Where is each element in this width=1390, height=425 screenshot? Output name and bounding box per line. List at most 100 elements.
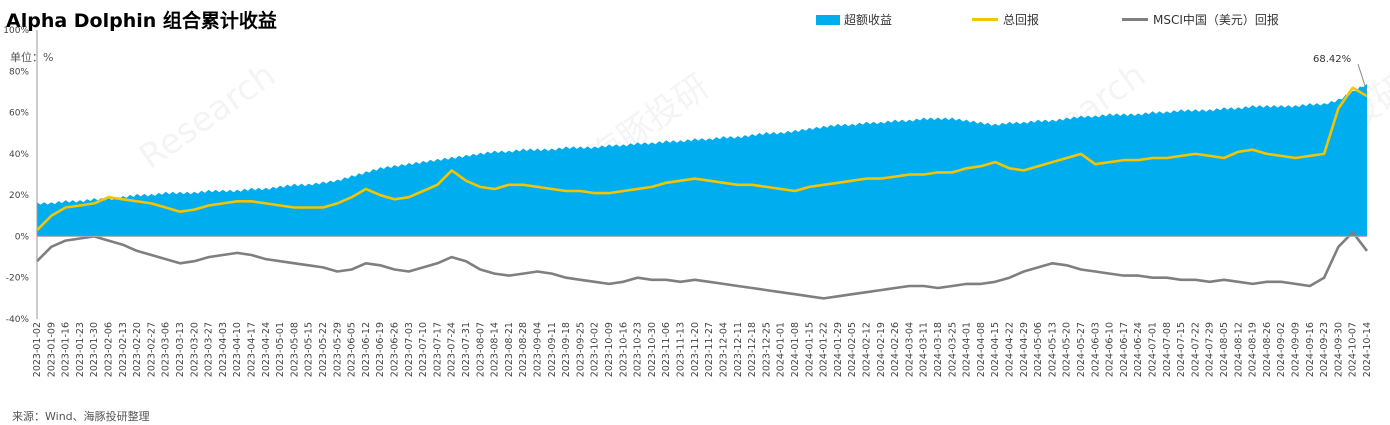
legend-swatch-excess-return [816, 14, 840, 25]
x-tick-label: 2023-03-20 [189, 322, 200, 377]
x-tick-label: 2024-01-01 [776, 322, 787, 377]
x-tick-label: 2024-03-25 [947, 322, 958, 377]
x-tick-label: 2023-04-24 [261, 322, 272, 377]
x-tick-label: 2023-10-09 [604, 322, 615, 377]
x-tick-label: 2024-03-18 [933, 322, 944, 377]
x-tick-label: 2023-07-03 [404, 322, 415, 377]
x-tick-label: 2023-01-23 [75, 322, 86, 377]
x-tick-label: 2023-05-29 [332, 322, 343, 377]
y-tick-label: 0% [15, 232, 30, 242]
x-tick-label: 2023-02-13 [118, 322, 129, 377]
x-tick-label: 2024-02-19 [876, 322, 887, 377]
x-tick-label: 2023-09-25 [575, 322, 586, 377]
series-line-total-return [36, 86, 1368, 232]
y-tick-label: -40% [6, 315, 30, 325]
x-tick-label: 2024-03-04 [904, 322, 915, 377]
x-tick-label: 2023-10-30 [647, 322, 658, 377]
legend-item-excess-return: 超额收益 [816, 11, 892, 28]
y-tick-label: 80% [9, 67, 29, 77]
x-tick-label: 2023-02-27 [146, 322, 157, 377]
x-tick-label: 2024-01-08 [790, 322, 801, 377]
x-tick-label: 2023-06-12 [361, 322, 372, 377]
y-tick-label: 40% [9, 150, 29, 160]
x-tick-label: 2024-08-19 [1248, 322, 1259, 377]
x-tick-label: 2023-06-19 [375, 322, 386, 377]
x-tick-label: 2023-08-07 [475, 322, 486, 377]
legend-label-total-return: 总回报 [1003, 13, 1040, 27]
x-tick-label: 2023-01-16 [61, 322, 72, 377]
x-tick-label: 2024-04-15 [990, 322, 1001, 377]
x-tick-label: 2024-07-15 [1176, 322, 1187, 377]
x-tick-label: 2024-05-13 [1047, 322, 1058, 377]
x-tick-label: 2023-05-08 [289, 322, 300, 377]
x-tick-label: 2023-06-26 [390, 322, 401, 377]
x-tick-label: 2024-05-20 [1062, 322, 1073, 377]
x-tick-label: 2023-01-09 [46, 322, 57, 377]
x-tick-label: 2023-04-17 [247, 322, 258, 377]
x-tick-label: 2023-02-20 [132, 322, 143, 377]
x-tick-label: 2024-03-11 [919, 322, 930, 377]
x-tick-label: 2024-02-12 [861, 322, 872, 377]
x-tick-label: 2024-09-16 [1305, 322, 1316, 377]
x-tick-label: 2024-10-07 [1348, 322, 1359, 377]
x-tick-label: 2023-01-02 [32, 322, 43, 377]
series-area-excess-return [37, 83, 1367, 237]
x-tick-label: 2023-05-15 [304, 322, 315, 377]
y-tick-label: 20% [9, 191, 29, 201]
x-tick-label: 2023-12-18 [747, 322, 758, 377]
plot-area: 68.42% [36, 54, 1369, 300]
x-tick-label: 2024-05-06 [1033, 322, 1044, 377]
x-tick-label: 2024-02-26 [890, 322, 901, 377]
x-tick-label: 2024-08-12 [1233, 322, 1244, 377]
legend-label-msci-return: MSCI中国（美元）回报 [1153, 13, 1279, 27]
x-tick-label: 2023-07-17 [432, 322, 443, 377]
x-tick-label: 2024-08-05 [1219, 322, 1230, 377]
x-tick-label: 2023-11-20 [690, 322, 701, 377]
x-tick-label: 2024-06-10 [1105, 322, 1116, 377]
x-tick-label: 2023-12-11 [733, 322, 744, 377]
x-tick-label: 2024-06-03 [1090, 322, 1101, 377]
x-tick-label: 2024-08-26 [1262, 322, 1273, 377]
y-tick-label: 60% [9, 109, 29, 119]
x-tick-label: 2023-03-13 [175, 322, 186, 377]
x-tick-label: 2023-11-27 [704, 322, 715, 377]
x-tick-label: 2024-10-14 [1362, 322, 1373, 377]
x-tick-label: 2023-12-04 [718, 322, 729, 377]
x-tick-label: 2023-03-06 [161, 322, 172, 377]
x-tick-label: 2024-09-02 [1276, 322, 1287, 377]
x-tick-label: 2024-06-17 [1119, 322, 1130, 377]
x-tick-label: 2023-10-23 [633, 322, 644, 377]
x-tick-label: 2024-04-22 [1004, 322, 1015, 377]
series-line-msci-return [36, 231, 1369, 300]
x-tick-label: 2024-04-29 [1019, 322, 1030, 377]
x-tick-label: 2024-04-08 [976, 322, 987, 377]
x-tick-label: 2023-10-02 [590, 322, 601, 377]
x-axis: 2023-01-02 2023-01-09 2023-01-16 2023-01-23… [32, 235, 1373, 377]
x-tick-label: 2023-09-18 [561, 322, 572, 377]
x-tick-label: 2024-09-09 [1290, 322, 1301, 377]
x-tick-label: 2023-09-11 [547, 322, 558, 377]
x-tick-label: 2023-04-03 [218, 322, 229, 377]
x-tick-label: 2023-10-16 [618, 322, 629, 377]
x-tick-label: 2023-05-01 [275, 322, 286, 377]
x-tick-label: 2023-08-14 [490, 322, 501, 377]
x-tick-label: 2024-05-27 [1076, 322, 1087, 377]
x-tick-label: 2023-07-10 [418, 322, 429, 377]
x-tick-label: 2024-07-08 [1162, 322, 1173, 377]
legend-item-total-return: 总回报 [972, 11, 1039, 28]
x-tick-label: 2024-09-23 [1319, 322, 1330, 377]
chart-title: Alpha Dolphin 组合累计收益 [6, 10, 277, 32]
x-tick-label: 2024-02-05 [847, 322, 858, 377]
x-tick-label: 2023-07-24 [447, 322, 458, 377]
x-tick-label: 2024-09-30 [1333, 322, 1344, 377]
legend-swatch-msci-return [1122, 18, 1148, 21]
x-tick-label: 2023-02-06 [104, 322, 115, 377]
x-tick-label: 2023-05-22 [318, 322, 329, 377]
x-tick-label: 2024-07-29 [1205, 322, 1216, 377]
annotation-leader-line [1357, 63, 1368, 93]
y-tick-label: 100% [3, 26, 29, 36]
unit-label: 单位：% [10, 51, 54, 64]
x-tick-label: 2023-01-30 [89, 322, 100, 377]
x-tick-label: 2023-11-06 [661, 322, 672, 377]
